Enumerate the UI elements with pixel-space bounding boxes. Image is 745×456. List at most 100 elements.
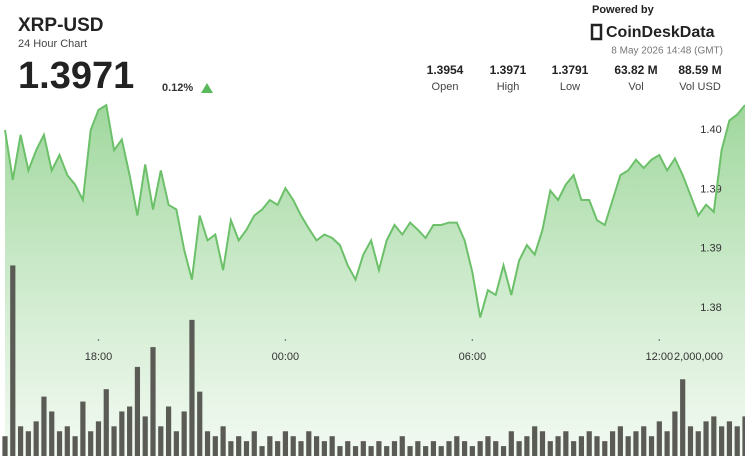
volume-bar bbox=[251, 431, 257, 456]
volume-bar bbox=[547, 441, 553, 456]
y-tick-label: 1.39 bbox=[700, 243, 721, 255]
volume-bar bbox=[438, 446, 444, 456]
volume-bar bbox=[734, 426, 740, 456]
volume-bar bbox=[641, 426, 647, 456]
y-tick-label: 1.38 bbox=[700, 302, 721, 314]
volume-bar bbox=[695, 431, 701, 456]
volume-bar bbox=[33, 421, 39, 456]
volume-bar bbox=[220, 426, 226, 456]
volume-bar bbox=[446, 441, 452, 456]
volume-bar bbox=[41, 396, 47, 456]
volume-bar bbox=[345, 441, 351, 456]
volume-bar bbox=[173, 431, 179, 456]
x-tick-dot bbox=[471, 339, 474, 341]
plot: 1.40 1.39 1.39 1.38 2,000,000 18:00 00:00 06:00… bbox=[2, 103, 745, 456]
volume-bar bbox=[228, 441, 234, 456]
volume-bar bbox=[189, 319, 195, 456]
volume-bar bbox=[119, 411, 125, 456]
volume-bar bbox=[532, 426, 538, 456]
volume-bar bbox=[197, 391, 203, 456]
volume-bar bbox=[415, 441, 421, 456]
stat-label: Vol USD bbox=[679, 81, 721, 93]
volume-bar bbox=[399, 436, 405, 456]
stat-value: 1.3954 bbox=[427, 63, 464, 77]
volume-bar bbox=[680, 379, 686, 456]
volume-bar bbox=[275, 441, 281, 456]
volume-bar bbox=[423, 446, 429, 456]
volume-bar bbox=[555, 436, 561, 456]
volume-bar bbox=[360, 441, 366, 456]
subtitle: 24 Hour Chart bbox=[18, 38, 87, 50]
stat-value: 1.3791 bbox=[552, 63, 589, 77]
timestamp: 8 May 2026 14:48 (GMT) bbox=[611, 46, 723, 57]
change: 0.12% bbox=[162, 82, 193, 94]
volume-bar bbox=[259, 446, 265, 456]
volume-bar bbox=[181, 411, 187, 456]
volume-bar bbox=[485, 436, 491, 456]
stat-value: 88.59 M bbox=[678, 63, 721, 77]
volume-bar bbox=[586, 431, 592, 456]
price-line bbox=[4, 103, 745, 318]
y-tick-label: 1.39 bbox=[700, 183, 721, 195]
volume-bar bbox=[64, 426, 70, 456]
volume-bar bbox=[687, 426, 694, 456]
volume-bar bbox=[384, 446, 390, 456]
volume-bar bbox=[711, 416, 717, 456]
volume-bar bbox=[625, 436, 631, 456]
volume-bar bbox=[329, 436, 335, 456]
volume-bar bbox=[352, 446, 359, 456]
volume-bar bbox=[290, 436, 296, 456]
volume-bar bbox=[88, 431, 94, 456]
stat-label: Vol bbox=[628, 81, 643, 93]
volume-bar bbox=[609, 431, 616, 456]
x-tick-label: 06:00 bbox=[459, 351, 487, 363]
powered-by: Powered by bbox=[592, 4, 655, 16]
volume-bar bbox=[17, 426, 24, 456]
volume-bar bbox=[236, 436, 242, 456]
volume-bar bbox=[337, 446, 343, 456]
volume-bar bbox=[391, 441, 398, 456]
volume-bar bbox=[2, 436, 8, 456]
x-tick-label: 18:00 bbox=[85, 351, 113, 363]
volume-bar bbox=[103, 389, 109, 456]
price: 1.3971 bbox=[18, 55, 134, 97]
volume-bar bbox=[407, 446, 413, 456]
volume-bar bbox=[204, 431, 211, 456]
brand: CoinDeskData bbox=[606, 24, 715, 41]
x-tick-label: 00:00 bbox=[272, 351, 300, 363]
volume-bar bbox=[267, 436, 273, 456]
stat-label: High bbox=[497, 81, 520, 93]
volume-bar bbox=[469, 446, 475, 456]
volume-bar bbox=[158, 426, 164, 456]
volume-bar bbox=[493, 441, 499, 456]
stat-value: 63.82 M bbox=[614, 63, 657, 77]
stat-value: 1.3971 bbox=[490, 63, 527, 77]
volume-bar bbox=[313, 436, 320, 456]
x-tick-dot bbox=[658, 339, 661, 341]
x-tick-dot bbox=[97, 339, 100, 341]
volume-bar bbox=[243, 441, 250, 456]
y-tick-label: 1.40 bbox=[700, 124, 721, 136]
volume-bar bbox=[617, 426, 623, 456]
volume-bar bbox=[10, 265, 16, 456]
volume-tick-label: 2,000,000 bbox=[674, 351, 723, 363]
volume-bar bbox=[72, 436, 78, 456]
volume-bar bbox=[212, 436, 218, 456]
volume-bar bbox=[578, 436, 585, 456]
volume-bar bbox=[571, 441, 577, 456]
volume-bar bbox=[142, 416, 148, 456]
volume-bar bbox=[633, 431, 639, 456]
volume-bar bbox=[111, 426, 117, 456]
area-fill bbox=[5, 105, 745, 456]
symbol: XRP-USD bbox=[18, 15, 104, 36]
volume-bar bbox=[477, 441, 483, 456]
volume-bar bbox=[368, 446, 374, 456]
volume-bar bbox=[648, 436, 655, 456]
volume-bar bbox=[656, 421, 662, 456]
x-tick-label: 12:00 bbox=[646, 351, 674, 363]
volume-bar bbox=[321, 441, 327, 456]
volume-bar bbox=[539, 431, 546, 456]
volume-bar bbox=[127, 406, 133, 456]
